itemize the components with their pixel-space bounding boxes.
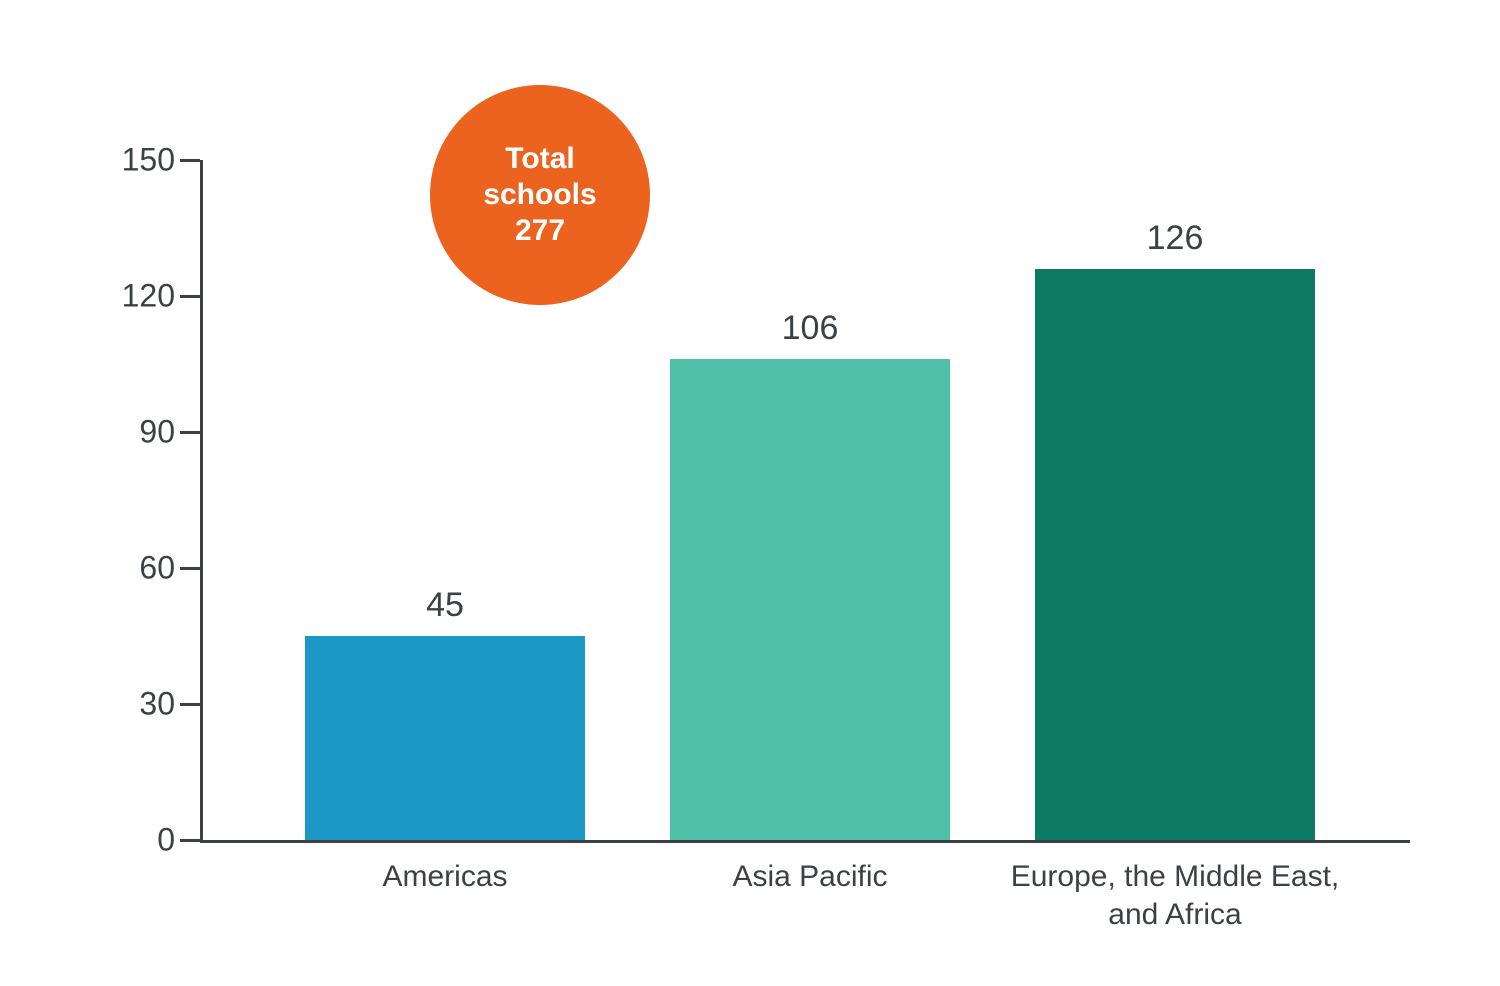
y-tick: [180, 431, 200, 434]
x-axis-label: Europe, the Middle East, and Africa: [1005, 858, 1345, 933]
plot-area: 45 106 126: [200, 160, 1410, 840]
y-tick-label: 60: [95, 550, 175, 587]
bar: 106: [670, 359, 950, 840]
bar-value-label: 126: [1035, 219, 1315, 258]
total-badge-line1: Total: [505, 141, 574, 177]
bar-value-label: 45: [305, 586, 585, 625]
total-badge-value: 277: [515, 213, 565, 249]
y-tick: [180, 567, 200, 570]
y-tick-label: 120: [95, 278, 175, 315]
y-tick-label: 150: [95, 142, 175, 179]
y-tick: [180, 839, 200, 842]
x-axis-line: [200, 840, 1410, 843]
total-schools-badge: Total schools 277: [430, 85, 650, 305]
y-tick: [180, 159, 200, 162]
total-badge-line2: schools: [483, 177, 596, 213]
x-axis-label: Asia Pacific: [640, 858, 980, 896]
x-axis-label: Americas: [275, 858, 615, 896]
y-tick-label: 0: [95, 822, 175, 859]
y-tick-label: 30: [95, 686, 175, 723]
y-tick: [180, 703, 200, 706]
bar: 126: [1035, 269, 1315, 840]
bar-value-label: 106: [670, 309, 950, 348]
y-tick: [180, 295, 200, 298]
bar: 45: [305, 636, 585, 840]
y-tick-label: 90: [95, 414, 175, 451]
bar-chart: 0306090120150 45106126 AmericasAsia Paci…: [130, 60, 1430, 920]
